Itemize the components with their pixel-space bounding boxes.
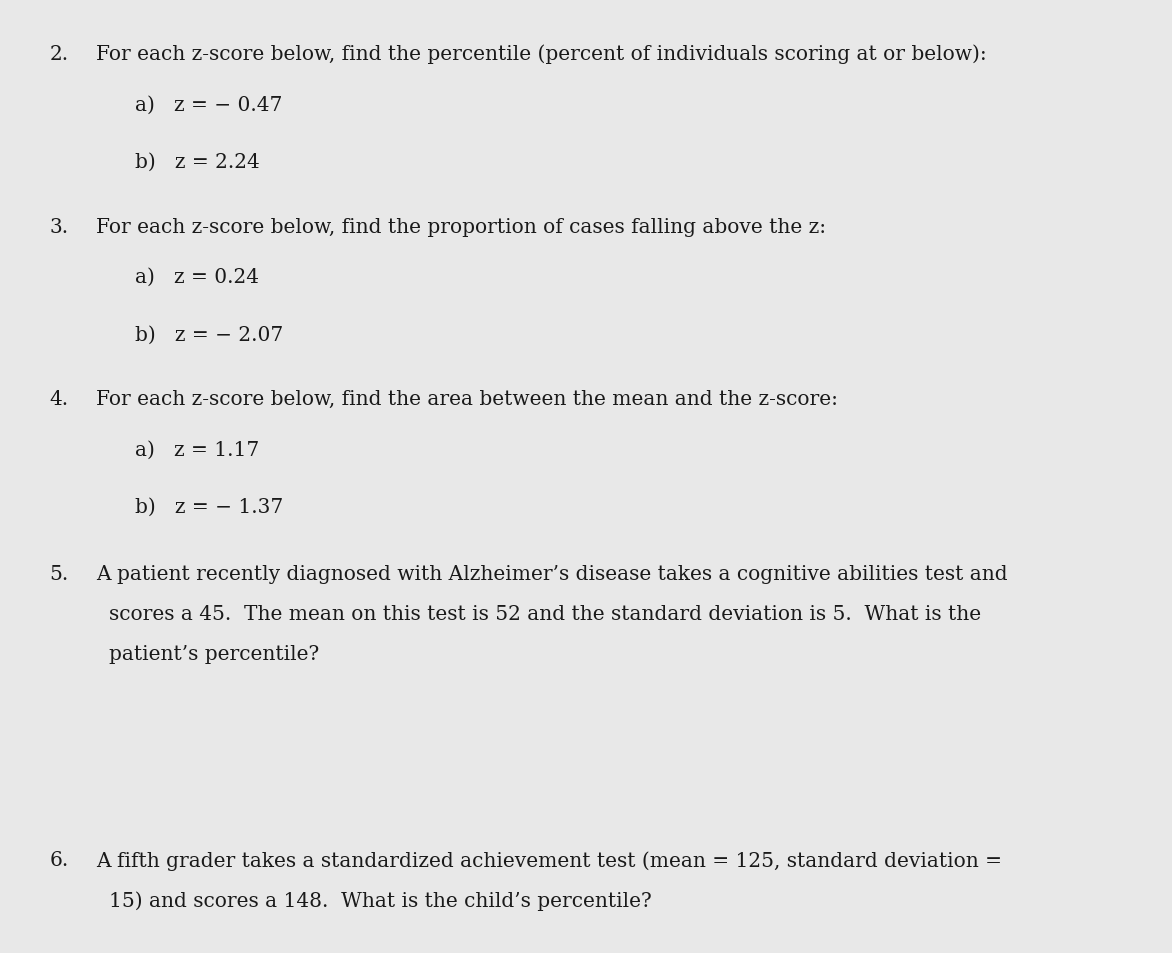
- Text: b)   z = 2.24: b) z = 2.24: [135, 152, 259, 172]
- Text: 5.: 5.: [49, 564, 68, 583]
- Text: 15) and scores a 148.  What is the child’s percentile?: 15) and scores a 148. What is the child’…: [109, 890, 652, 910]
- Text: patient’s percentile?: patient’s percentile?: [109, 644, 319, 663]
- Text: 4.: 4.: [49, 390, 68, 409]
- Text: a)   z = 1.17: a) z = 1.17: [135, 440, 259, 459]
- Text: 3.: 3.: [49, 217, 68, 236]
- Text: b)   z = − 2.07: b) z = − 2.07: [135, 325, 282, 344]
- Text: a)   z = 0.24: a) z = 0.24: [135, 268, 259, 287]
- Text: A patient recently diagnosed with Alzheimer’s disease takes a cognitive abilitie: A patient recently diagnosed with Alzhei…: [96, 564, 1008, 583]
- Text: 2.: 2.: [49, 45, 68, 64]
- Text: scores a 45.  The mean on this test is 52 and the standard deviation is 5.  What: scores a 45. The mean on this test is 52…: [109, 604, 981, 623]
- Text: a)   z = − 0.47: a) z = − 0.47: [135, 95, 282, 114]
- Text: For each z-score below, find the area between the mean and the z-score:: For each z-score below, find the area be…: [96, 390, 838, 409]
- Text: A fifth grader takes a standardized achievement test (mean = 125, standard devia: A fifth grader takes a standardized achi…: [96, 850, 1002, 870]
- Text: 6.: 6.: [49, 850, 68, 869]
- Text: For each z-score below, find the proportion of cases falling above the z:: For each z-score below, find the proport…: [96, 217, 826, 236]
- Text: For each z-score below, find the percentile (percent of individuals scoring at o: For each z-score below, find the percent…: [96, 45, 987, 65]
- Text: b)   z = − 1.37: b) z = − 1.37: [135, 497, 282, 517]
